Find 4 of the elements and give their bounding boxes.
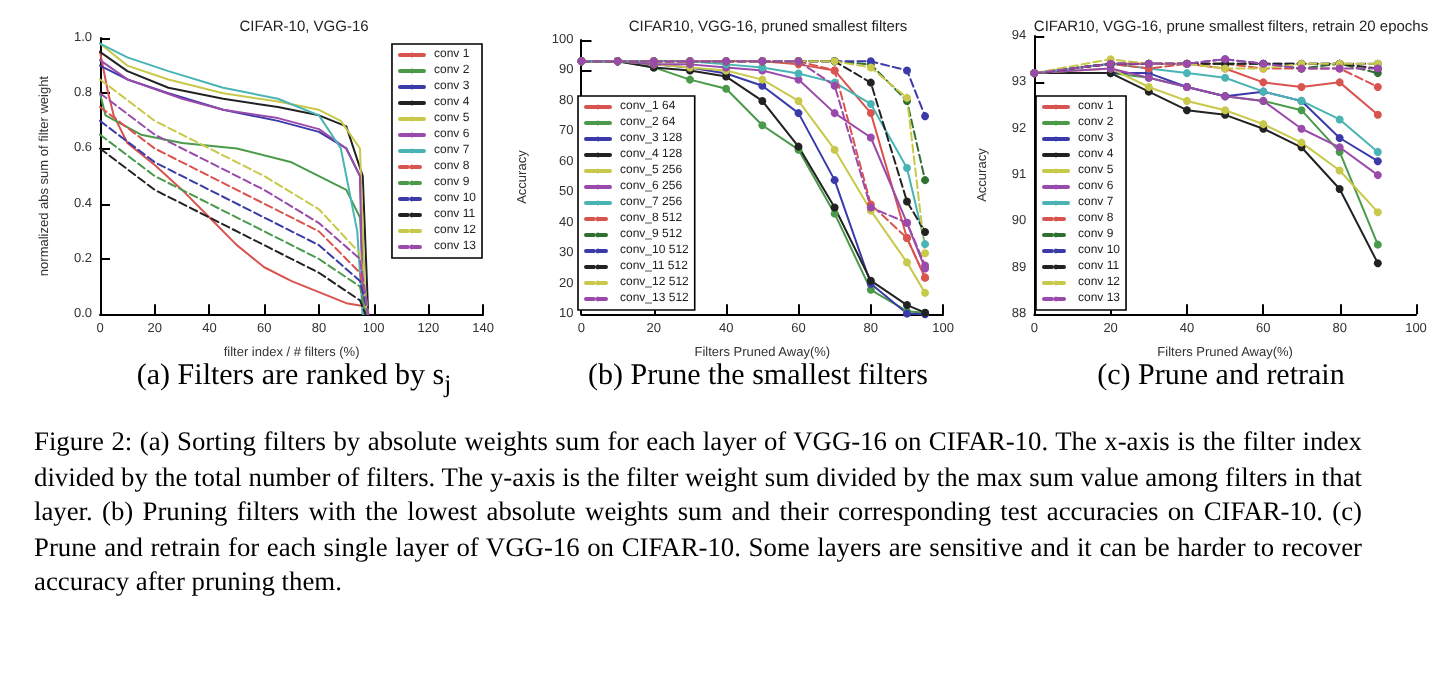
text: (c) Prune and retrain: [1095, 360, 1347, 394]
caption: Figure 2: (a) Sorting filters by absolute weights sum for each layer of VGG-16 on CIFAR-10. The x-axis is the filter index divided by the total number of filters. The y-axis is the filter weight sum divided by the max sum value among filters in that layer. (b) Pruning filters with the lowest absolute weights sum and their corresponding test accuracies on CIFAR-10. (c) Prune and retrain for each single layer of VGG-16 on CIFAR-10. Some layers are sensitive and it can be harder to recover accuracy after pruning them.: [34, 424, 1362, 600]
text: (b) Prune the smallest filters: [586, 360, 930, 394]
text: (a) Filters are ranked by s$_{j}$: [134, 360, 454, 400]
